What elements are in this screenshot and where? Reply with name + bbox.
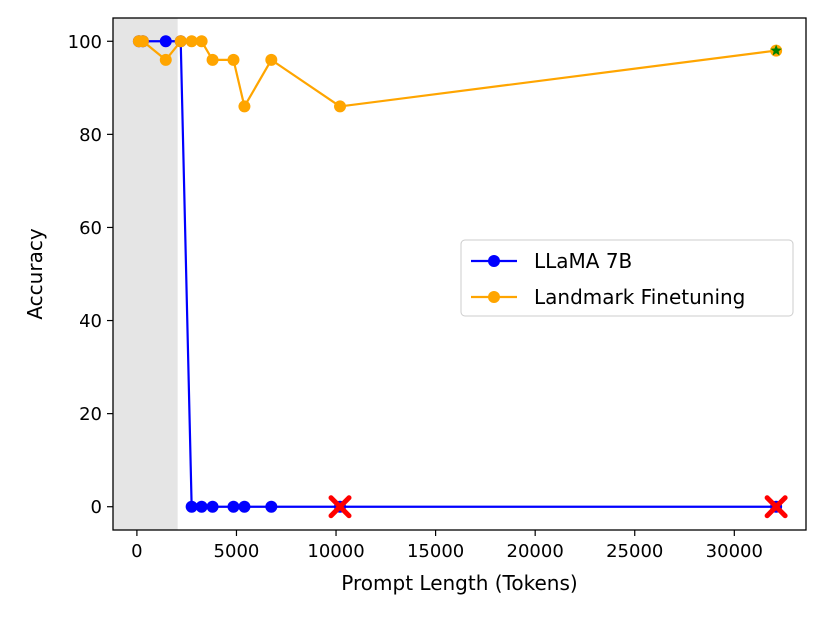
x-tick-label: 15000 <box>407 541 464 562</box>
data-point <box>174 35 187 48</box>
data-point <box>227 53 240 66</box>
x-axis-label: Prompt Length (Tokens) <box>341 571 577 595</box>
y-tick-label: 80 <box>79 125 102 146</box>
data-point <box>185 500 198 513</box>
data-point <box>334 100 347 113</box>
x-tick-label: 10000 <box>307 541 364 562</box>
legend-box <box>460 239 794 317</box>
x-tick-label: 25000 <box>606 541 663 562</box>
y-axis: 0 20 40 60 80 100 <box>68 32 113 518</box>
data-point <box>238 100 251 113</box>
data-point <box>159 35 172 48</box>
legend-label: Landmark Finetuning <box>534 285 745 309</box>
legend-marker <box>488 255 500 267</box>
legend: LLaMA 7B Landmark Finetuning <box>460 239 794 317</box>
y-tick-label: 60 <box>79 218 102 239</box>
data-point <box>185 35 198 48</box>
data-point <box>136 35 149 48</box>
legend-marker <box>488 291 500 303</box>
x-tick-label: 0 <box>131 541 142 562</box>
plot-shaded-region <box>113 18 178 530</box>
x-tick-label: 5000 <box>214 541 260 562</box>
data-point <box>227 500 240 513</box>
x-axis: 0 5000 10000 15000 20000 25000 30000 <box>131 530 763 562</box>
x-tick-label: 30000 <box>706 541 763 562</box>
y-tick-label: 20 <box>79 404 102 425</box>
data-point <box>206 53 219 66</box>
data-point <box>206 500 219 513</box>
data-point <box>265 53 278 66</box>
data-point <box>238 500 251 513</box>
plot-frame <box>112 17 807 531</box>
star-marker <box>770 44 782 56</box>
x-marker <box>328 495 352 519</box>
series-1 <box>132 35 783 113</box>
x-marker <box>764 495 788 519</box>
y-tick-label: 0 <box>91 497 102 518</box>
data-point <box>265 500 278 513</box>
y-axis-label: Accuracy <box>23 228 47 319</box>
x-tick-label: 20000 <box>507 541 564 562</box>
data-point <box>195 500 208 513</box>
annotation-layer <box>328 44 788 519</box>
y-tick-label: 100 <box>68 32 102 53</box>
legend-item: LLaMA 7B <box>471 249 632 273</box>
legend-item: Landmark Finetuning <box>471 285 745 309</box>
series-0 <box>132 35 783 513</box>
legend-label: LLaMA 7B <box>534 249 632 273</box>
data-point <box>195 35 208 48</box>
y-tick-label: 40 <box>79 311 102 332</box>
series-layer <box>132 35 783 513</box>
series-line <box>138 40 777 108</box>
data-point <box>159 53 172 66</box>
